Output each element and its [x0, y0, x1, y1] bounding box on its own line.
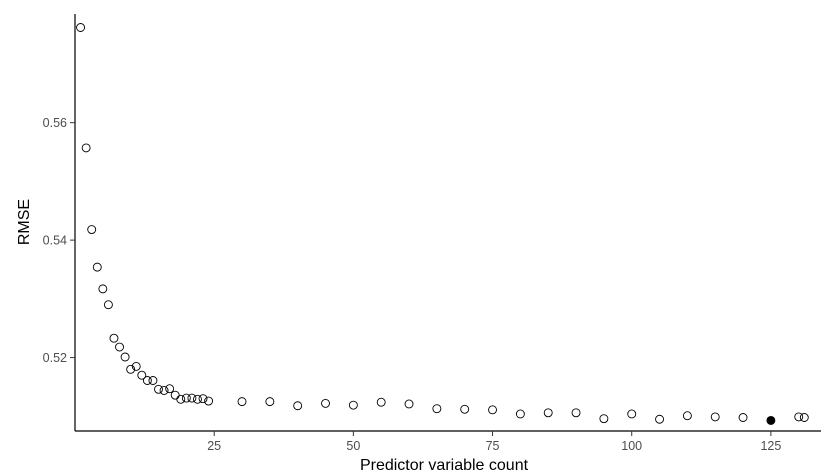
x-tick-label: 125 [760, 439, 781, 453]
x-tick-label: 25 [207, 439, 221, 453]
axes [74, 14, 821, 432]
data-point [710, 412, 720, 422]
y-tick-label: 0.52 [43, 351, 67, 365]
data-point [265, 397, 275, 407]
data-point [176, 394, 186, 404]
data-point [170, 390, 180, 400]
x-axis-title: Predictor variable count [360, 457, 529, 474]
data-point [87, 225, 97, 234]
data-point-highlighted [766, 415, 776, 425]
data-point [376, 397, 386, 407]
x-tick-label: 50 [346, 439, 360, 453]
data-point [187, 393, 197, 403]
data-point [627, 409, 637, 419]
data-point [154, 384, 163, 394]
data-point [137, 370, 147, 380]
data-point [120, 352, 130, 362]
data-point [293, 401, 303, 411]
data-point [488, 405, 497, 415]
data-point [543, 408, 553, 418]
data-point [432, 404, 442, 414]
data-point [460, 404, 470, 414]
data-point [515, 409, 525, 419]
data-point [165, 384, 175, 394]
y-ticks: 0.52 0.54 0.56 [43, 116, 75, 365]
data-point [148, 376, 158, 385]
y-axis-title: RMSE [16, 199, 33, 245]
data-point [103, 300, 113, 310]
data-point [109, 333, 119, 343]
data-point [738, 413, 748, 422]
x-tick-label: 100 [621, 439, 642, 453]
data-point [571, 408, 581, 418]
data-point [92, 262, 102, 272]
data-point [799, 413, 809, 422]
data-point [198, 394, 208, 404]
data-point [81, 143, 91, 153]
data-point [181, 393, 191, 403]
data-point [76, 23, 86, 32]
data-point [348, 400, 358, 410]
y-tick-label: 0.54 [43, 234, 67, 248]
data-point [193, 394, 202, 404]
data-point [321, 398, 330, 408]
data-point [655, 414, 665, 424]
data-point [98, 284, 108, 294]
data-point [404, 399, 414, 409]
y-tick-label: 0.56 [43, 116, 67, 130]
data-point [142, 376, 152, 385]
data-point [204, 396, 214, 406]
data-point [115, 342, 124, 352]
data-points [76, 23, 809, 425]
data-point [237, 397, 247, 407]
data-point [159, 386, 169, 395]
x-tick-label: 75 [486, 439, 500, 453]
data-point [794, 412, 804, 422]
x-ticks: 25 50 75 100 125 [207, 431, 781, 453]
data-point [131, 361, 141, 371]
data-point [682, 411, 692, 421]
data-point [599, 414, 609, 424]
data-point [126, 364, 136, 374]
